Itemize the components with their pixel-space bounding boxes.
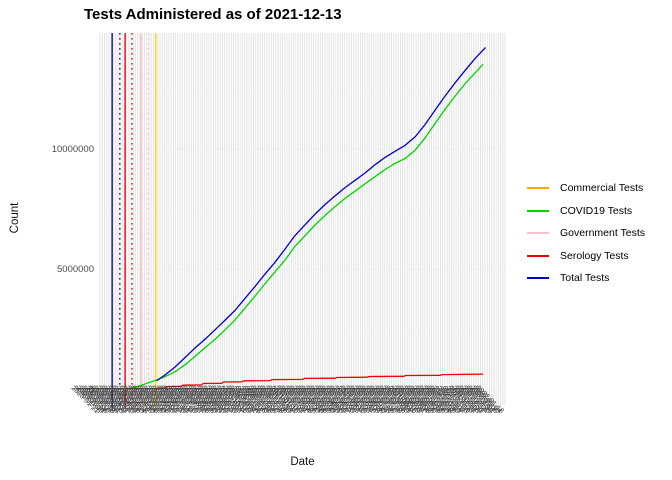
event-vlines (111, 33, 157, 408)
legend-label: Total Tests (560, 272, 610, 285)
y-tick-label: 5000000 (57, 264, 94, 275)
legend-key-line (527, 187, 549, 190)
y-tick-label: 10000000 (51, 143, 94, 155)
legend-item-serology-tests: Serology Tests (527, 245, 645, 268)
legend-label: Serology Tests (560, 249, 629, 262)
series-line-covid19-tests (127, 63, 484, 390)
vertical-gridlines (99, 33, 506, 405)
chart-title: Tests Administered as of 2021-12-13 (84, 6, 342, 23)
legend-key-line (527, 209, 549, 212)
legend-key-line (527, 232, 549, 235)
legend-label: Commercial Tests (560, 182, 644, 195)
series-lines (101, 47, 486, 390)
legend-item-total-tests: Total Tests (527, 267, 645, 290)
y-axis-title: Count (9, 202, 21, 234)
legend-label: Government Tests (560, 227, 646, 240)
legend-key-line (527, 254, 549, 257)
horizontal-gridlines (100, 88, 505, 391)
legend-item-commercial-tests: Commercial Tests (527, 177, 645, 200)
legend: Commercial Tests COVID19 Tests Government … (527, 177, 645, 290)
series-line-total-tests (156, 47, 486, 382)
y-tick-label: 0 (88, 384, 94, 396)
legend-item-government-tests: Government Tests (527, 222, 645, 245)
series-line-serology-tests (156, 373, 484, 389)
legend-key-line (527, 277, 549, 280)
x-axis-title: Date (290, 456, 315, 468)
legend-item-covid19-tests: COVID19 Tests (527, 200, 645, 223)
legend-label: COVID19 Tests (560, 204, 633, 217)
